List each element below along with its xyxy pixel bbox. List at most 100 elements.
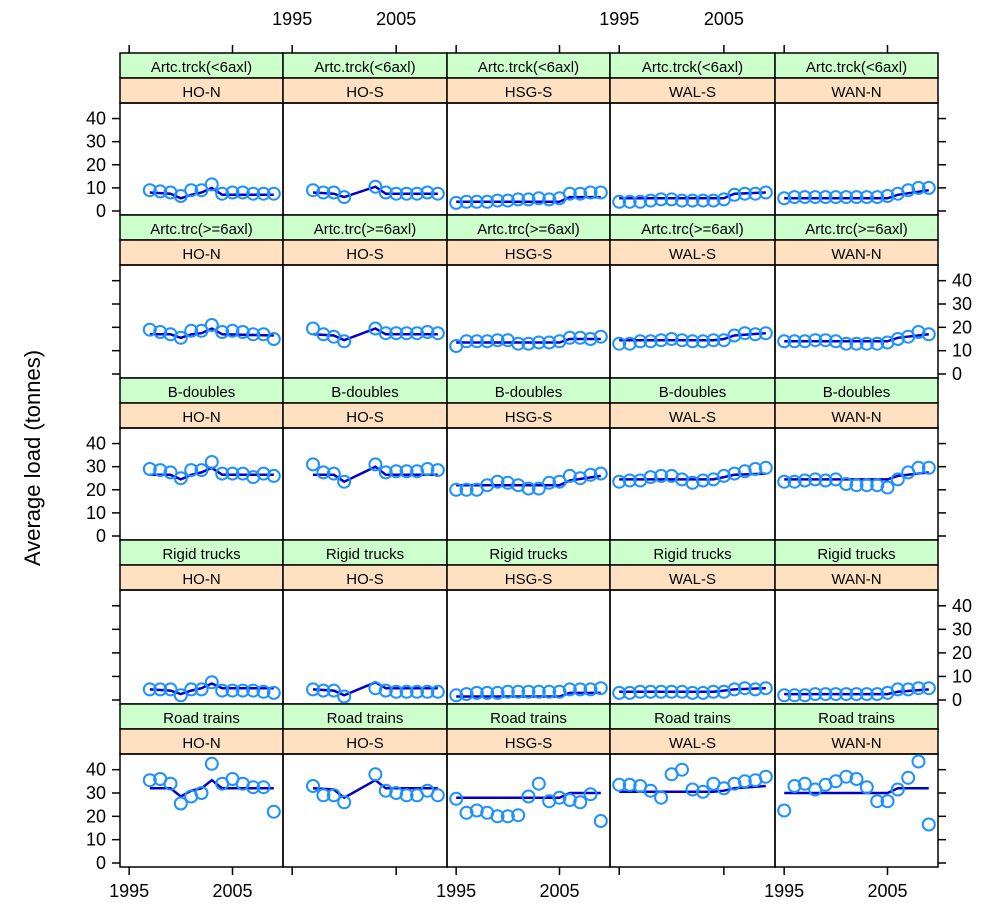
strip-region-label: HSG-S — [505, 84, 553, 101]
data-point — [369, 458, 381, 470]
plot-layer: Artc.trck(<6axl) HO-N Artc.trck(<6axl) HO-S… — [86, 9, 972, 901]
strip-vehicle-label: Road trains — [163, 710, 240, 727]
y-tick-label: 40 — [86, 434, 106, 454]
strip-vehicle-label: Artc.trck(<6axl) — [314, 59, 415, 76]
data-point — [923, 819, 935, 831]
panel-frame — [610, 754, 775, 867]
data-point — [913, 756, 925, 768]
strip-region-label: WAN-N — [831, 735, 881, 752]
data-point — [369, 768, 381, 780]
panel-frame — [120, 754, 283, 867]
data-point — [307, 458, 319, 470]
data-point — [861, 781, 873, 793]
fit-line — [456, 339, 601, 343]
y-tick-label: 0 — [96, 853, 106, 873]
strip-vehicle-label: B-doubles — [495, 384, 563, 401]
strip-vehicle-label: Road trains — [490, 710, 567, 727]
y-tick-label: 10 — [952, 341, 972, 361]
x-tick-label: 1995 — [109, 881, 149, 901]
y-tick-label: 10 — [86, 178, 106, 198]
y-tick-label: 40 — [86, 760, 106, 780]
y-tick-label: 0 — [96, 526, 106, 546]
strip-vehicle-label: Artc.trc(>=6axl) — [150, 221, 253, 238]
y-tick-label: 20 — [86, 806, 106, 826]
x-tick-label: 1995 — [764, 881, 804, 901]
data-point — [676, 764, 688, 776]
strip-region-label: HO-S — [346, 409, 384, 426]
x-tick-label: 1995 — [599, 9, 639, 29]
strip-region-label: HO-N — [182, 735, 220, 752]
fit-line — [619, 688, 766, 692]
x-tick-label: 2005 — [212, 881, 252, 901]
y-tick-label: 0 — [952, 364, 962, 384]
y-tick-label: 30 — [86, 132, 106, 152]
panel-frame — [775, 754, 938, 867]
y-axis-label: Average load (tonnes) — [20, 350, 45, 566]
strip-vehicle-label: Road trains — [654, 710, 731, 727]
strip-region-label: WAL-S — [669, 84, 716, 101]
strip-region-label: HO-S — [346, 246, 384, 263]
y-tick-label: 20 — [952, 643, 972, 663]
panel-frame — [283, 265, 447, 378]
x-tick-label: 1995 — [272, 9, 312, 29]
data-point — [432, 789, 444, 801]
panel-frame — [447, 265, 610, 378]
strip-vehicle-label: B-doubles — [168, 384, 236, 401]
strip-vehicle-label: Artc.trck(<6axl) — [478, 59, 579, 76]
data-point — [268, 806, 280, 818]
strip-vehicle-label: Artc.trck(<6axl) — [642, 59, 743, 76]
strip-region-label: HO-S — [346, 735, 384, 752]
strip-vehicle-label: Road trains — [818, 710, 895, 727]
data-point — [307, 780, 319, 792]
data-point — [533, 778, 545, 790]
data-point — [655, 792, 667, 804]
strip-vehicle-label: Rigid trucks — [162, 546, 240, 563]
strip-region-label: HO-N — [182, 409, 220, 426]
strip-vehicle-label: Artc.trc(>=6axl) — [641, 221, 744, 238]
panel-frame — [610, 265, 775, 378]
strip-vehicle-label: B-doubles — [659, 384, 727, 401]
y-tick-label: 20 — [86, 155, 106, 175]
x-tick-label: 2005 — [867, 881, 907, 901]
strip-region-label: WAN-N — [831, 246, 881, 263]
x-tick-label: 1995 — [436, 881, 476, 901]
strip-vehicle-label: Artc.trc(>=6axl) — [314, 221, 417, 238]
strip-region-label: HSG-S — [505, 571, 553, 588]
data-point — [760, 771, 772, 783]
data-point — [902, 772, 914, 784]
fit-line — [150, 329, 274, 338]
data-point — [206, 758, 218, 770]
x-tick-label: 2005 — [704, 9, 744, 29]
strip-region-label: WAL-S — [669, 246, 716, 263]
strip-vehicle-label: B-doubles — [823, 384, 891, 401]
data-point — [778, 805, 790, 817]
strip-vehicle-label: B-doubles — [331, 384, 399, 401]
y-tick-label: 30 — [952, 294, 972, 314]
strip-region-label: WAL-S — [669, 409, 716, 426]
strip-region-label: HO-N — [182, 571, 220, 588]
strip-region-label: HO-N — [182, 246, 220, 263]
y-tick-label: 10 — [86, 503, 106, 523]
y-tick-label: 40 — [952, 271, 972, 291]
panel-frame — [283, 103, 447, 215]
strip-vehicle-label: Rigid trucks — [653, 546, 731, 563]
panel-frame — [120, 428, 283, 540]
panel-frame — [283, 754, 447, 867]
strip-vehicle-label: Road trains — [327, 710, 404, 727]
strip-region-label: HO-N — [182, 84, 220, 101]
strip-region-label: WAL-S — [669, 571, 716, 588]
y-tick-label: 30 — [86, 457, 106, 477]
strip-region-label: HSG-S — [505, 735, 553, 752]
strip-region-label: HSG-S — [505, 246, 553, 263]
panel-frame — [775, 265, 938, 378]
strip-region-label: WAN-N — [831, 409, 881, 426]
y-tick-label: 40 — [86, 109, 106, 129]
strip-vehicle-label: Artc.trck(<6axl) — [806, 59, 907, 76]
panel-frame — [283, 428, 447, 540]
x-tick-label: 2005 — [376, 9, 416, 29]
y-tick-label: 0 — [96, 201, 106, 221]
strip-vehicle-label: Rigid trucks — [326, 546, 404, 563]
y-tick-label: 20 — [952, 317, 972, 337]
y-tick-label: 30 — [952, 619, 972, 639]
